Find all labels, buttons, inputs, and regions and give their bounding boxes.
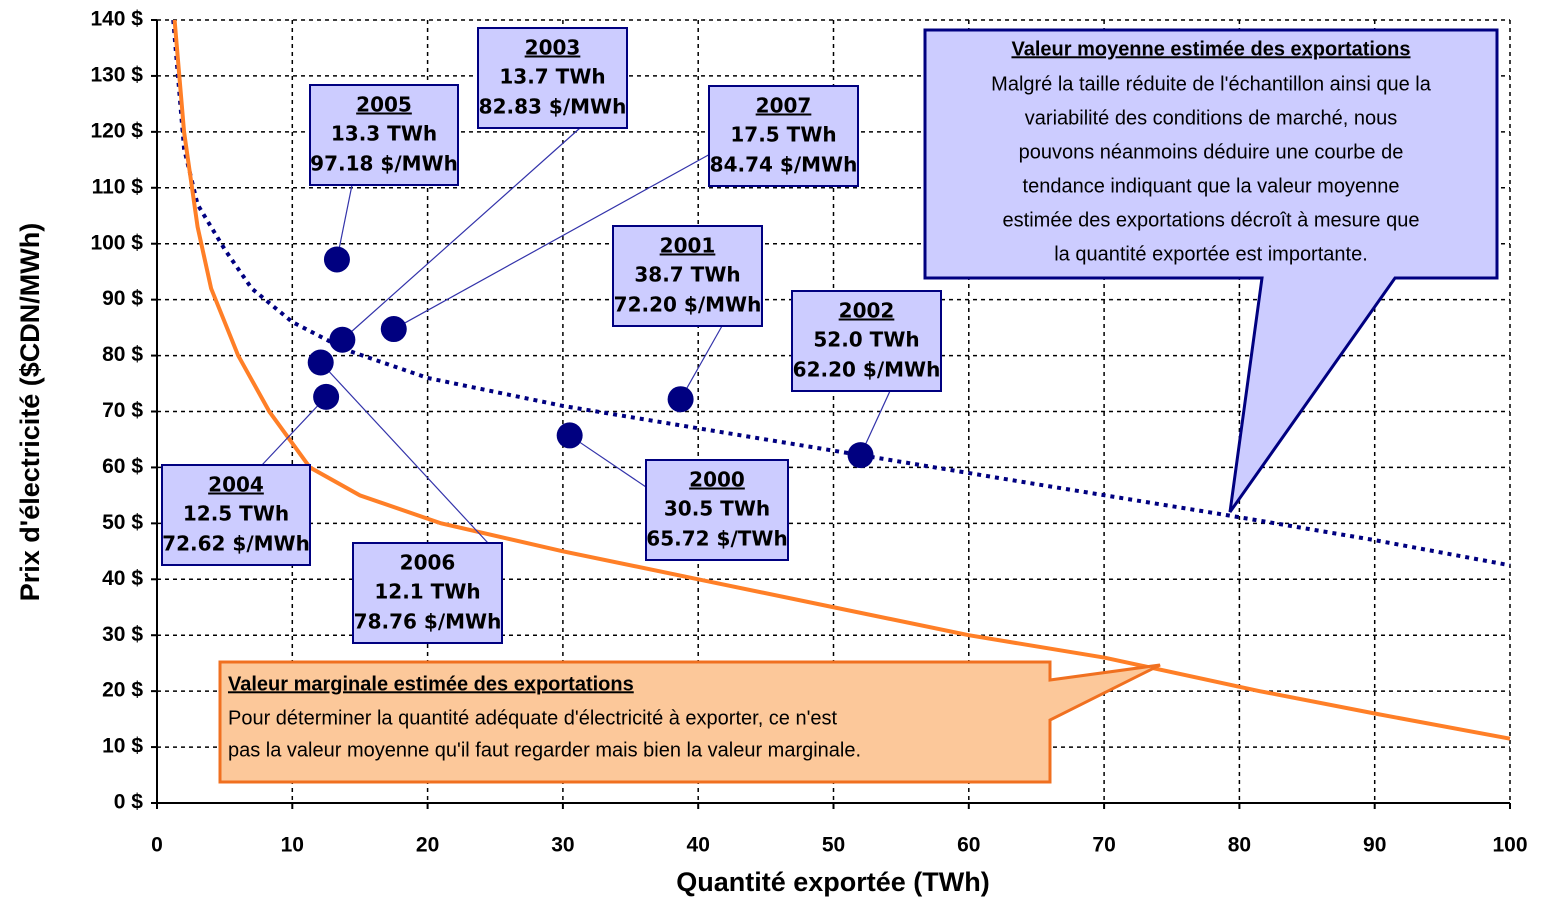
point bbox=[556, 422, 583, 449]
y-tick-label: 110 $ bbox=[92, 175, 144, 198]
point bbox=[380, 316, 407, 343]
point-group: 2007 17.5 TWh 84.74 $/MWh bbox=[380, 85, 859, 343]
point-year: 2006 bbox=[400, 551, 456, 575]
point-group: 2006 12.1 TWh 78.76 $/MWh bbox=[307, 349, 503, 644]
point-group: 2002 52.0 TWh 62.20 $/MWh bbox=[791, 290, 942, 469]
point-value-label: 78.76 $/MWh bbox=[354, 610, 502, 634]
point-year: 2003 bbox=[525, 36, 581, 60]
y-tick-label: 40 $ bbox=[102, 567, 143, 590]
y-tick-label: 80 $ bbox=[102, 343, 143, 366]
point-value-label: 82.83 $/MWh bbox=[479, 95, 627, 119]
x-tick-label: 60 bbox=[957, 834, 980, 857]
point-year: 2007 bbox=[756, 94, 812, 118]
point-value-label: 62.20 $/MWh bbox=[793, 358, 941, 382]
x-tick-label: 100 bbox=[1492, 834, 1527, 857]
average-note: Valeur moyenne estimée des exportations M… bbox=[923, 28, 1499, 513]
note-line: pas la valeur moyenne qu'il faut regarde… bbox=[228, 739, 861, 761]
point-group: 2003 13.7 TWh 82.83 $/MWh bbox=[329, 27, 628, 353]
leader-line bbox=[261, 396, 327, 466]
point-x-label: 13.7 TWh bbox=[499, 65, 605, 89]
note-line: pouvons néanmoins déduire une courbe de bbox=[1019, 141, 1404, 163]
y-tick-label: 100 $ bbox=[90, 231, 143, 254]
label-box bbox=[791, 290, 942, 392]
label-box bbox=[612, 225, 763, 327]
leader-line bbox=[320, 362, 489, 544]
y-tick-label: 120 $ bbox=[90, 119, 143, 142]
y-tick-label: 60 $ bbox=[102, 455, 143, 478]
point-x-label: 17.5 TWh bbox=[730, 123, 836, 147]
note-line: Pour déterminer la quantité adéquate d'é… bbox=[228, 707, 838, 729]
leader-line bbox=[680, 325, 723, 400]
point-year: 2000 bbox=[689, 468, 745, 492]
point-group: 2005 13.3 TWh 97.18 $/MWh bbox=[309, 84, 459, 273]
x-tick-label: 30 bbox=[551, 834, 574, 857]
x-tick-label: 20 bbox=[416, 834, 439, 857]
x-axis-title: Quantité exportée (TWh) bbox=[676, 867, 990, 897]
point-value-label: 65.72 $/TWh bbox=[646, 527, 787, 551]
leader-line bbox=[393, 152, 713, 330]
point-group: 2004 12.5 TWh 72.62 $/MWh bbox=[161, 383, 340, 566]
leader-line bbox=[341, 127, 581, 341]
point-x-label: 13.3 TWh bbox=[331, 122, 437, 146]
leader-line bbox=[569, 434, 647, 488]
point-value-label: 72.20 $/MWh bbox=[614, 293, 762, 317]
point-year: 2005 bbox=[356, 93, 412, 117]
trend-curve bbox=[172, 19, 1511, 741]
marginal-note: Valeur marginale estimée des exportation… bbox=[218, 660, 1161, 784]
point bbox=[667, 386, 694, 413]
point-value-label: 72.62 $/MWh bbox=[162, 532, 310, 556]
label-box bbox=[309, 84, 459, 186]
label-box bbox=[477, 27, 628, 129]
point-year: 2004 bbox=[208, 473, 264, 497]
x-tick-label: 0 bbox=[151, 834, 163, 857]
point-x-label: 12.1 TWh bbox=[374, 580, 480, 604]
y-tick-label: 70 $ bbox=[102, 399, 143, 422]
callout-box bbox=[923, 28, 1499, 513]
y-tick-label: 0 $ bbox=[114, 791, 144, 814]
note-line: tendance indiquant que la valeur moyenne bbox=[1023, 175, 1400, 197]
y-axis-title: Prix d'électricité ($CDN/MWh) bbox=[15, 223, 45, 602]
point-x-label: 12.5 TWh bbox=[183, 502, 289, 526]
y-tick-label: 140 $ bbox=[90, 8, 143, 31]
x-tick-label: 80 bbox=[1228, 834, 1251, 857]
note-line: estimée des exportations décroît à mesur… bbox=[1003, 209, 1420, 231]
y-tick-label: 10 $ bbox=[102, 735, 143, 758]
x-tick-label: 40 bbox=[687, 834, 710, 857]
point bbox=[847, 442, 874, 469]
point bbox=[323, 246, 350, 273]
label-box bbox=[645, 459, 789, 561]
note-line: la quantité exportée est importante. bbox=[1054, 243, 1368, 265]
label-box bbox=[161, 464, 311, 566]
point-group: 2000 30.5 TWh 65.72 $/TWh bbox=[556, 422, 789, 561]
y-tick-label: 90 $ bbox=[102, 287, 143, 310]
point-value-label: 84.74 $/MWh bbox=[710, 153, 858, 177]
point-year: 2001 bbox=[660, 234, 716, 258]
note-title: Valeur marginale estimée des exportation… bbox=[228, 673, 634, 695]
note-line: Malgré la taille réduite de l'échantillo… bbox=[991, 73, 1432, 95]
point-x-label: 52.0 TWh bbox=[813, 328, 919, 352]
note-title: Valeur moyenne estimée des exportations bbox=[1011, 38, 1410, 60]
label-box bbox=[352, 542, 503, 644]
x-tick-label: 10 bbox=[281, 834, 304, 857]
point-group: 2001 38.7 TWh 72.20 $/MWh bbox=[612, 225, 763, 413]
note-line: variabilité des conditions de marché, no… bbox=[1025, 107, 1397, 129]
point-x-label: 30.5 TWh bbox=[664, 497, 770, 521]
x-tick-label: 70 bbox=[1092, 834, 1115, 857]
point bbox=[329, 326, 356, 353]
point bbox=[313, 383, 340, 410]
x-tick-label: 50 bbox=[822, 834, 845, 857]
y-tick-label: 50 $ bbox=[102, 511, 143, 534]
y-tick-label: 130 $ bbox=[90, 63, 143, 86]
label-box bbox=[708, 85, 859, 187]
y-tick-label: 20 $ bbox=[102, 679, 143, 702]
y-tick-label: 30 $ bbox=[102, 623, 143, 646]
point bbox=[307, 349, 334, 376]
callout-box bbox=[218, 660, 1161, 784]
point-x-label: 38.7 TWh bbox=[634, 263, 740, 287]
x-tick-label: 90 bbox=[1363, 834, 1386, 857]
point-year: 2002 bbox=[839, 299, 895, 323]
point-value-label: 97.18 $/MWh bbox=[310, 152, 458, 176]
